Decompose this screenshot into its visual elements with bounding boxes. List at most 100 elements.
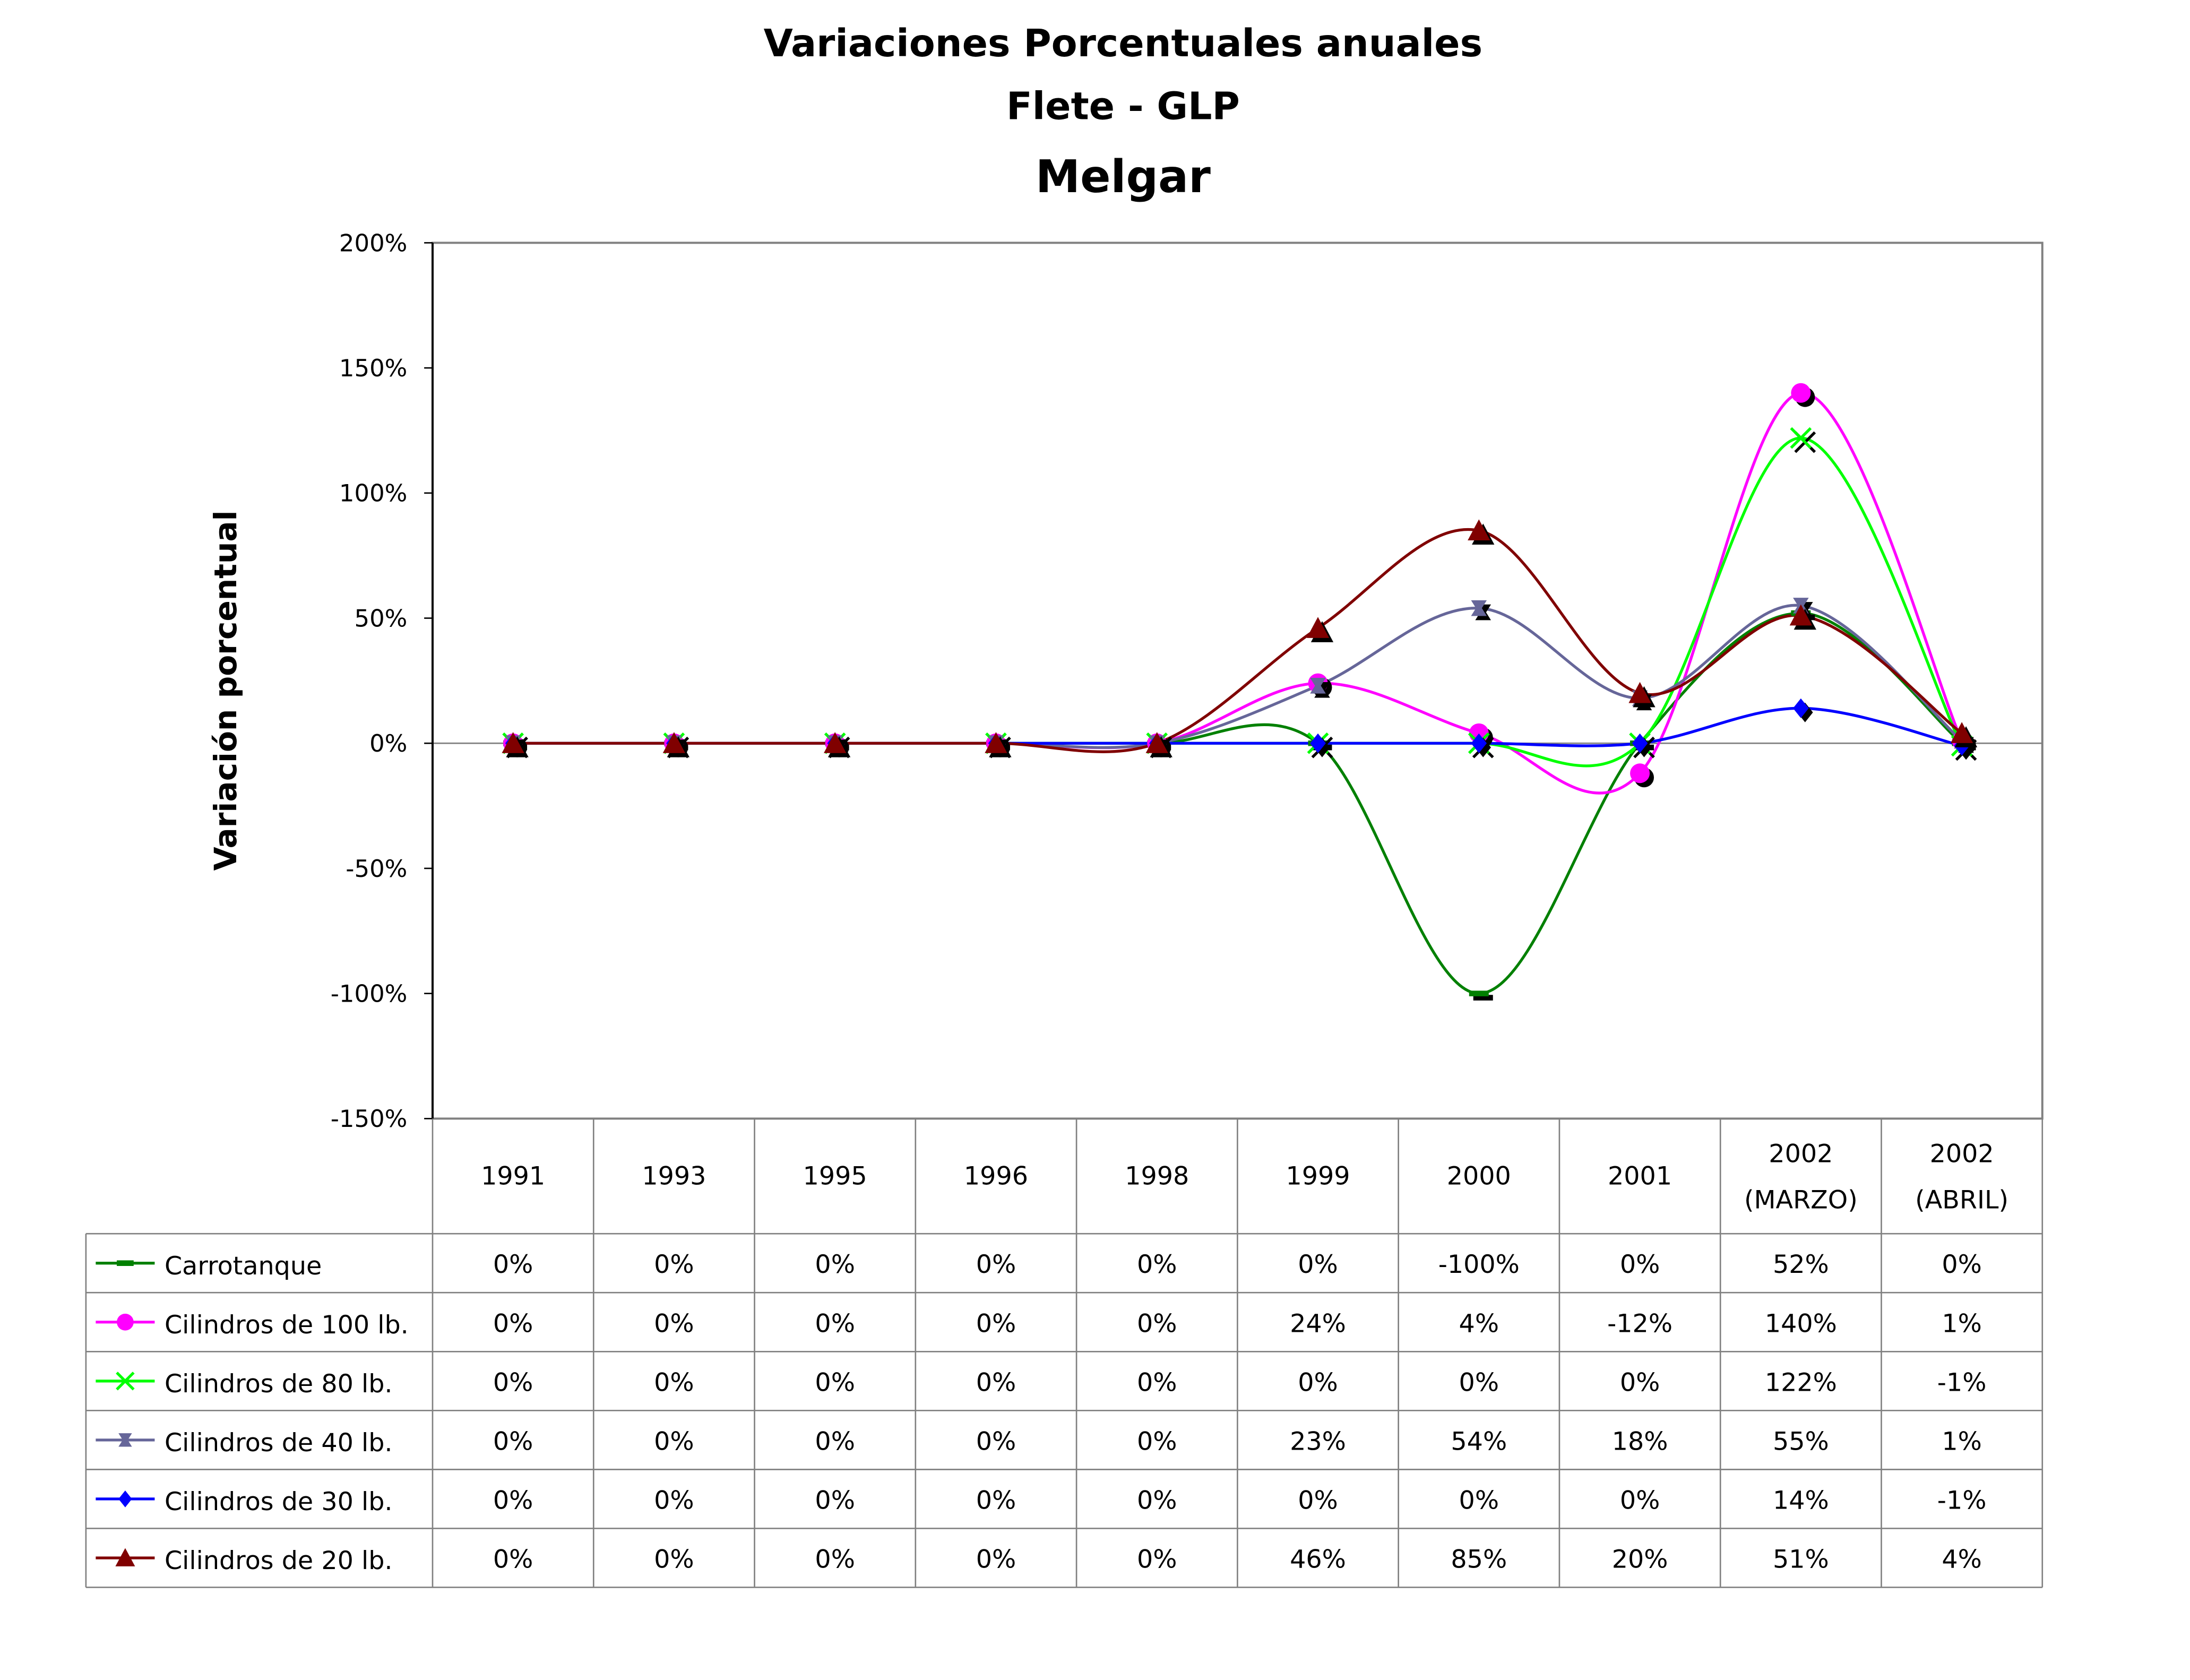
data-point-marker (1471, 600, 1487, 616)
x-category-label: 1993 (642, 1162, 706, 1191)
data-point-marker (117, 1260, 134, 1266)
series-line (513, 611, 1963, 995)
data-point-marker (1471, 733, 1487, 753)
table-cell-value: 0% (493, 1427, 533, 1456)
table-cell-value: 4% (1942, 1545, 1981, 1574)
table-cell-value: 0% (654, 1486, 694, 1515)
table-cell-value: 0% (493, 1486, 533, 1515)
y-tick-label: 100% (339, 479, 407, 507)
data-point-marker (1310, 678, 1326, 694)
table-cell-value: 1% (1942, 1309, 1981, 1338)
table-cell-value: 4% (1459, 1309, 1499, 1338)
table-cell-value: 0% (815, 1309, 855, 1338)
table-cell-value: 0% (976, 1486, 1016, 1515)
table-cell-value: -1% (1937, 1368, 1987, 1397)
table-cell-value: 51% (1773, 1545, 1829, 1574)
data-point-marker (1306, 617, 1330, 638)
series-line (513, 528, 1963, 753)
table-cell-value: 0% (654, 1545, 694, 1574)
table-cell-value: 0% (1620, 1368, 1660, 1397)
y-tick-label: -150% (331, 1105, 408, 1133)
table-cell-value: 0% (815, 1486, 855, 1515)
legend-label: Cilindros de 40 lb. (165, 1428, 393, 1458)
table-cell-value: 0% (1620, 1250, 1660, 1279)
y-tick-label: 0% (369, 729, 407, 757)
data-point-marker (1469, 990, 1489, 996)
data-point-marker (1468, 519, 1490, 541)
table-cell-value: 0% (1459, 1486, 1499, 1515)
data-point-marker (1789, 604, 1813, 626)
y-tick-label: 200% (339, 229, 407, 257)
table-cell-value: -12% (1607, 1309, 1672, 1338)
data-point-marker (1473, 995, 1493, 1001)
data-point-marker (1628, 682, 1651, 703)
table-cell-value: 14% (1773, 1486, 1829, 1515)
table-cell-value: 0% (976, 1368, 1016, 1397)
data-point-marker (1790, 427, 1812, 449)
table-cell-value: 55% (1773, 1427, 1829, 1456)
y-tick-label: 150% (339, 354, 407, 382)
legend-label: Cilindros de 20 lb. (165, 1546, 393, 1575)
table-cell-value: 54% (1451, 1427, 1507, 1456)
x-category-label: 1991 (481, 1162, 545, 1191)
x-category-label: 1998 (1125, 1162, 1189, 1191)
table-cell-value: 0% (1137, 1250, 1177, 1279)
table-cell-value: 0% (1298, 1250, 1338, 1279)
table-cell-value: 23% (1290, 1427, 1346, 1456)
x-category-label: (ABRIL) (1915, 1186, 2008, 1215)
table-cell-value: 0% (654, 1309, 694, 1338)
x-category-label: 1995 (803, 1162, 867, 1191)
table-cell-value: -100% (1438, 1250, 1520, 1279)
table-cell-value: 24% (1290, 1309, 1346, 1338)
table-cell-value: 0% (976, 1250, 1016, 1279)
series-line (513, 391, 1963, 795)
legend-label: Cilindros de 30 lb. (165, 1487, 393, 1517)
table-cell-value: -1% (1937, 1486, 1987, 1515)
table-cell-value: 0% (976, 1427, 1016, 1456)
x-category-label: 2002 (1930, 1139, 1994, 1168)
table-cell-value: 0% (1137, 1545, 1177, 1574)
x-category-label: (MARZO) (1744, 1186, 1858, 1215)
table-cell-value: 0% (976, 1545, 1016, 1574)
table-cell-value: 0% (1620, 1486, 1660, 1515)
x-category-label: 2000 (1447, 1162, 1511, 1191)
data-point-marker (1310, 733, 1326, 753)
data-point-marker (1793, 698, 1809, 718)
table-cell-value: 0% (976, 1309, 1016, 1338)
x-category-label: 2002 (1769, 1139, 1833, 1168)
table-cell-value: 0% (654, 1427, 694, 1456)
table-cell-value: 140% (1765, 1309, 1837, 1338)
data-point-marker (118, 1433, 132, 1447)
table-cell-value: 0% (654, 1250, 694, 1279)
table-cell-value: 0% (493, 1368, 533, 1397)
legend-label: Cilindros de 80 lb. (165, 1369, 393, 1399)
series-line (513, 604, 1963, 749)
table-cell-value: 0% (1942, 1250, 1981, 1279)
table-cell-value: 122% (1765, 1368, 1837, 1397)
chart-title: Variaciones Porcentuales anuales (764, 21, 1482, 65)
x-category-label: 1999 (1286, 1162, 1350, 1191)
table-cell-value: 0% (493, 1250, 533, 1279)
legend-label: Carrotanque (165, 1252, 322, 1281)
y-axis-label: Variación porcentual (208, 510, 244, 871)
plot-area (431, 242, 2044, 1120)
data-point-marker (1145, 732, 1168, 753)
table-cell-value: 0% (1137, 1368, 1177, 1397)
table-cell-value: 18% (1612, 1427, 1668, 1456)
data-point-marker (1791, 383, 1811, 403)
table-cell-value: 85% (1451, 1545, 1507, 1574)
x-category-label: 2001 (1608, 1162, 1672, 1191)
table-cell-value: 1% (1942, 1427, 1981, 1456)
table-cell-value: 46% (1290, 1545, 1346, 1574)
table-cell-value: 52% (1773, 1250, 1829, 1279)
table-cell-value: 0% (815, 1250, 855, 1279)
table-cell-value: 0% (493, 1309, 533, 1338)
table-cell-value: 0% (1137, 1309, 1177, 1338)
chart-subtitle: Flete - GLP (1006, 84, 1240, 128)
y-tick-label: -100% (331, 980, 408, 1008)
data-point-marker (824, 732, 847, 753)
data-point-marker (662, 732, 686, 753)
table-cell-value: 0% (1298, 1486, 1338, 1515)
